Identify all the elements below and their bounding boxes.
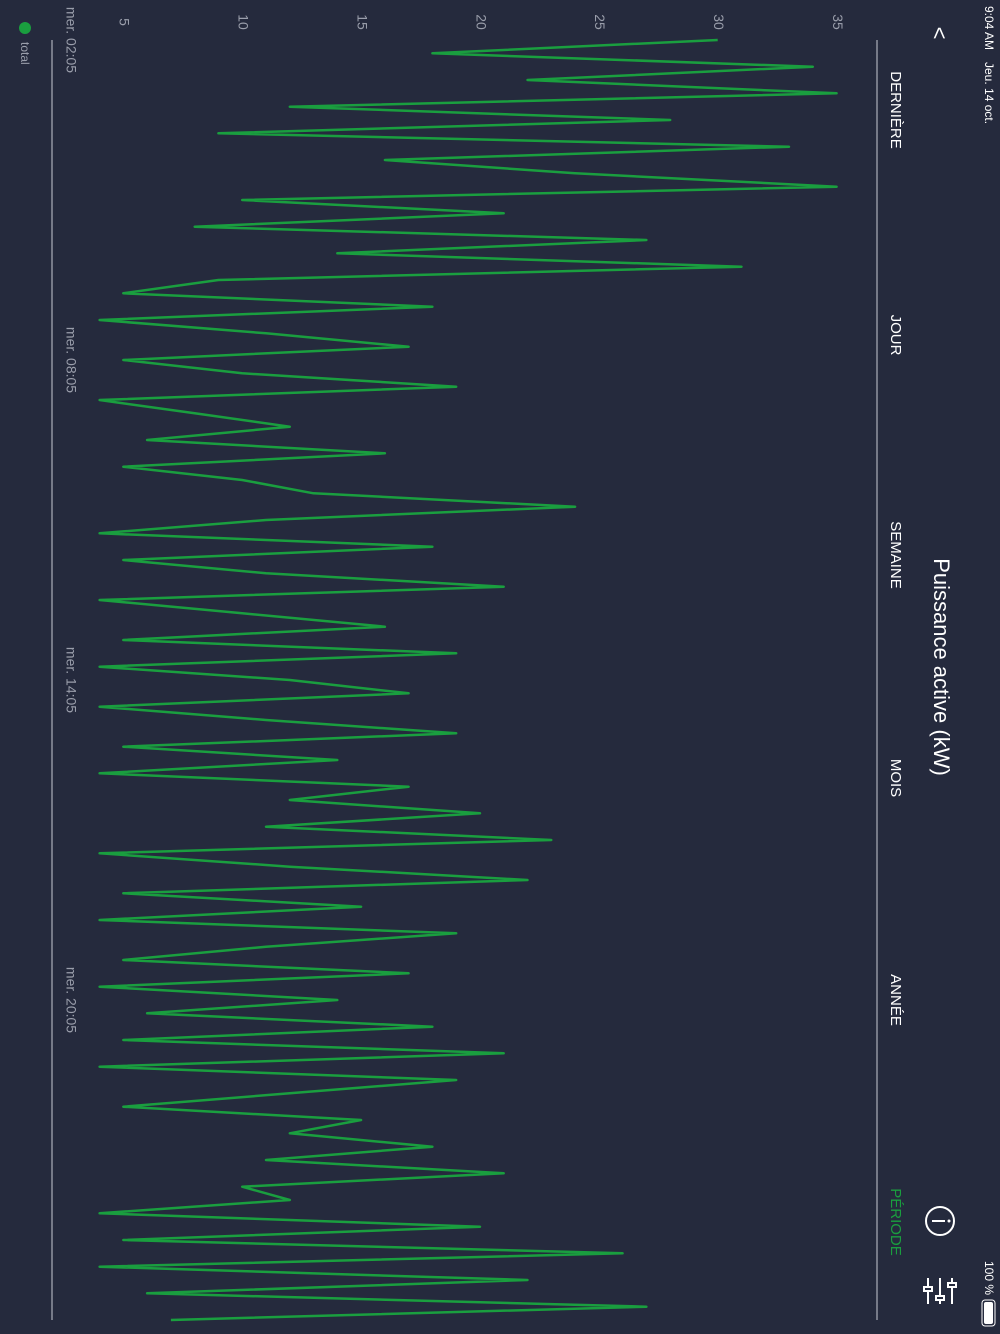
y-tick-label: 15	[354, 14, 370, 30]
back-button[interactable]: <	[927, 27, 952, 40]
x-tick-label: mer. 02:05	[63, 7, 79, 73]
knob	[935, 1295, 945, 1301]
info-circle	[925, 1206, 955, 1236]
chart-title: Puissance active (kW)	[929, 558, 954, 776]
battery-icon	[981, 1299, 996, 1327]
x-tick-label: mer. 20:05	[63, 967, 79, 1033]
x-tick-label: mer. 14:05	[63, 647, 79, 713]
tab[interactable]: SEMAINE	[887, 521, 904, 589]
y-tick-label: 5	[117, 18, 133, 26]
status-time: 9:04 AM	[982, 6, 996, 50]
info-dot	[947, 1219, 951, 1223]
data-line	[98, 38, 838, 1322]
knob	[923, 1286, 933, 1292]
status-date: Jeu. 14 oct.	[982, 62, 996, 124]
y-tick-label: 20	[473, 14, 489, 30]
tab-bar: DERNIÈRE JOUR SEMAINE MOIS ANNÉE PÉRIODE	[887, 71, 904, 1256]
y-tick-label: 25	[592, 14, 608, 30]
y-tick-label: 35	[830, 14, 846, 30]
info-button[interactable]	[925, 1206, 955, 1236]
legend-label: total	[18, 42, 32, 65]
status-battery: 100 %	[982, 1261, 996, 1295]
tab[interactable]: DERNIÈRE	[887, 71, 904, 149]
tab[interactable]: JOUR	[887, 315, 904, 356]
y-tick-label: 30	[711, 14, 727, 30]
y-tick-label: 10	[235, 14, 251, 30]
battery-fill	[984, 1302, 993, 1324]
tab[interactable]: ANNÉE	[887, 974, 904, 1026]
knob	[947, 1282, 957, 1288]
x-tick-label: mer. 08:05	[63, 327, 79, 393]
tab[interactable]: MOIS	[887, 759, 904, 797]
settings-button[interactable]	[923, 1278, 957, 1304]
legend-swatch	[19, 22, 31, 34]
tab[interactable]: PÉRIODE	[887, 1188, 904, 1256]
